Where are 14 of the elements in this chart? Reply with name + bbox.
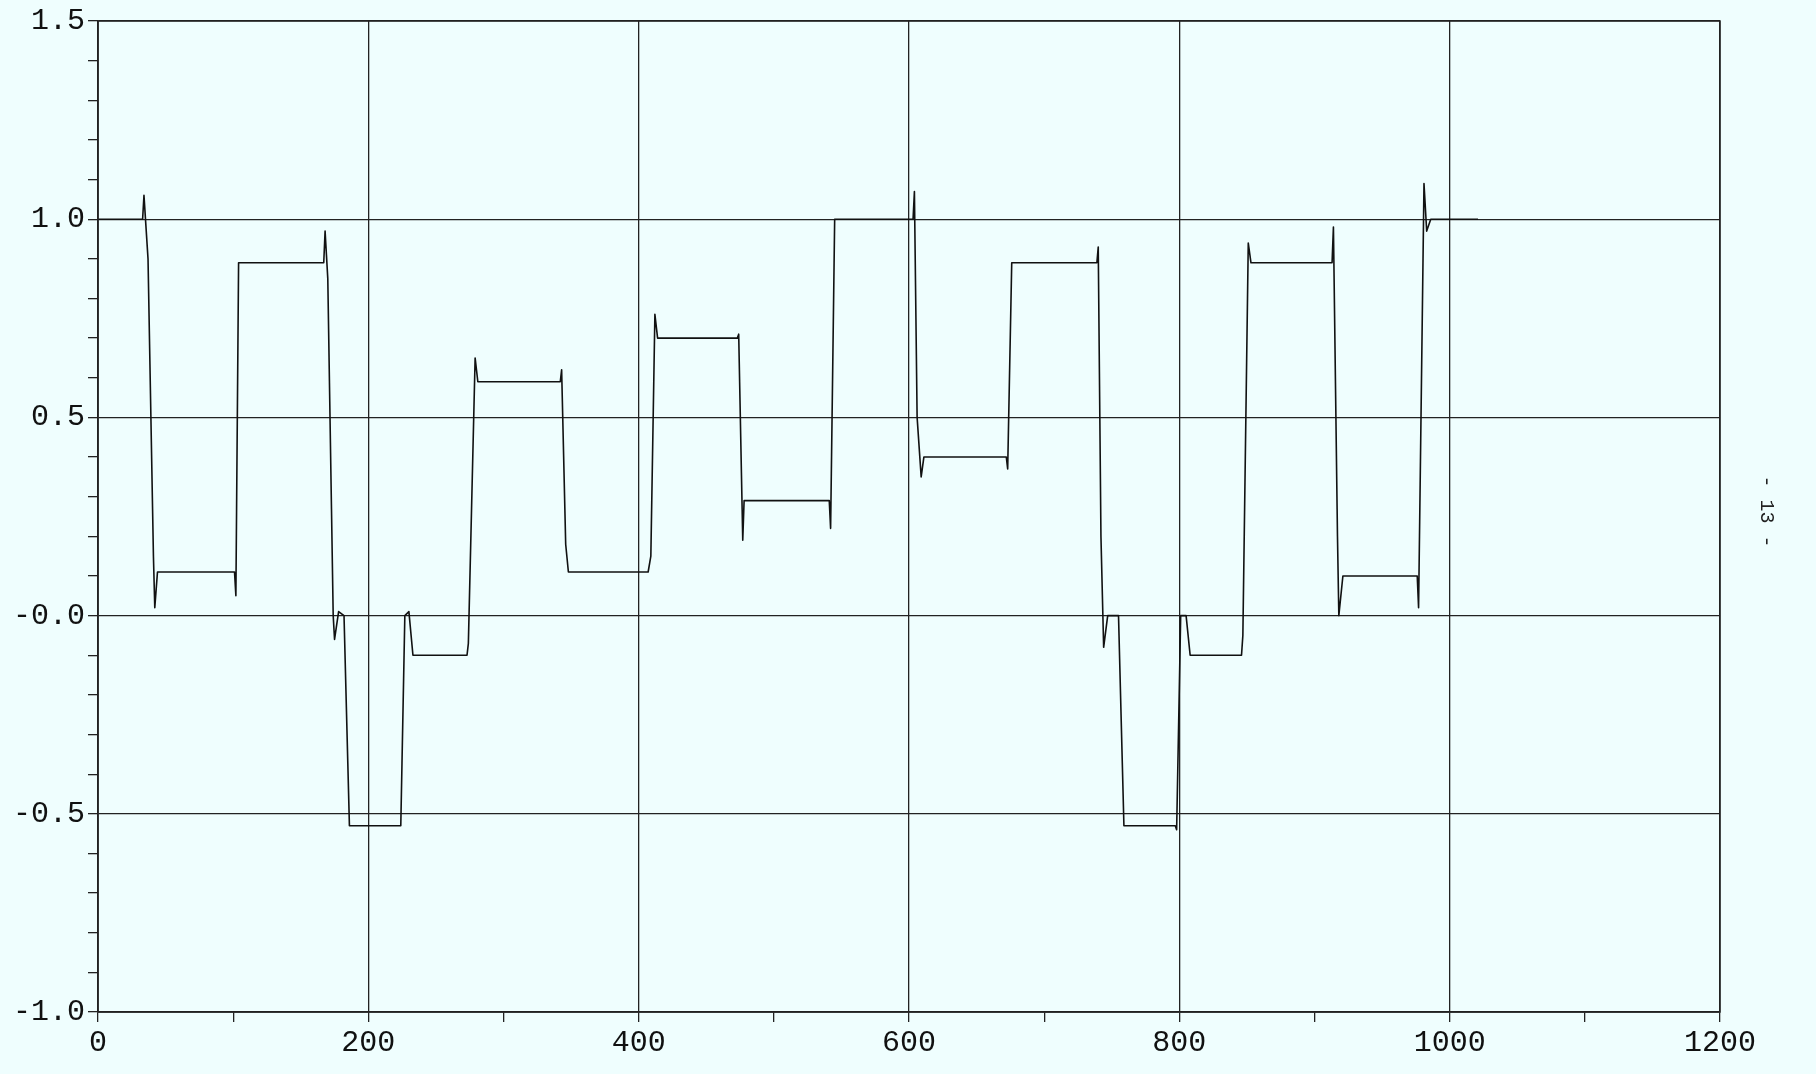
x-tick-label: 0 <box>89 1025 108 1060</box>
x-tick-label: 400 <box>611 1025 666 1060</box>
y-tick-label: -0.5 <box>13 796 86 831</box>
y-tick-label: -0.0 <box>13 598 86 633</box>
x-tick-label: 800 <box>1152 1025 1207 1060</box>
text: - 13 - <box>1754 475 1778 548</box>
y-tick-label: 0.5 <box>31 400 86 435</box>
x-tick-label: 1000 <box>1413 1025 1486 1060</box>
x-tick-label: 1200 <box>1683 1025 1757 1060</box>
x-tick-label: 200 <box>341 1025 396 1060</box>
y-tick-label: -1.0 <box>13 994 86 1029</box>
x-tick-label: 600 <box>882 1025 937 1060</box>
y-tick-label: 1.5 <box>31 3 86 38</box>
y-tick-label: 1.0 <box>31 202 86 237</box>
